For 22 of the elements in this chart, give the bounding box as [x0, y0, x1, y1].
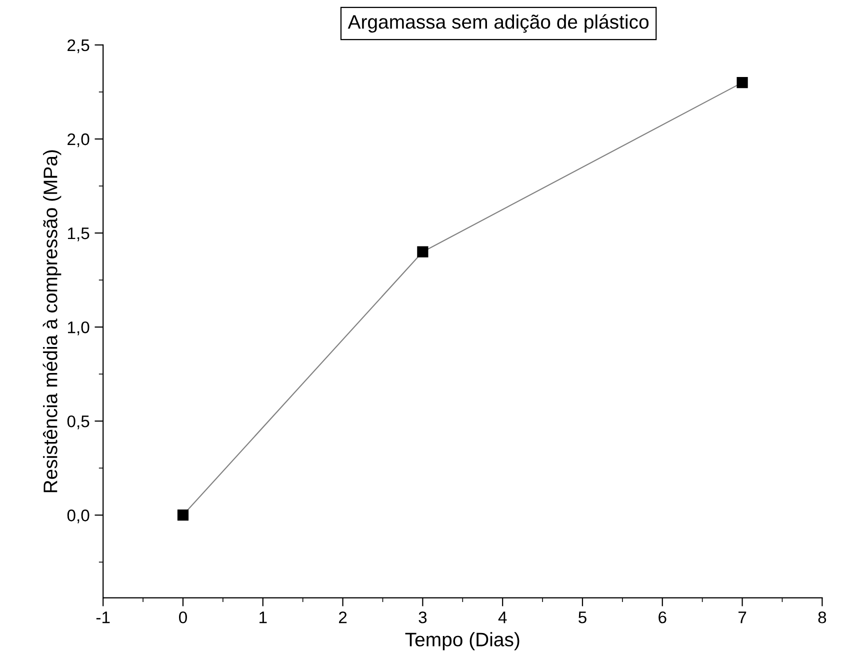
x-tick-label: 5	[578, 612, 586, 624]
x-tick-label: 0	[179, 611, 187, 624]
x-axis-title: Tempo (Dias)	[405, 632, 520, 650]
x-tick-label: 2	[338, 611, 347, 624]
x-tick-label: 4	[498, 612, 507, 624]
x-tick-label: -1	[96, 612, 110, 624]
x-tick-label: 3	[418, 611, 427, 624]
point	[736, 77, 748, 88]
y-tick-label: 2,0	[68, 133, 90, 148]
x-tick-label: 8	[818, 611, 826, 624]
y-axis-title: Resistência média à compressão (MPa)	[42, 150, 62, 492]
y-tick-label: 0,5	[67, 415, 90, 430]
point	[177, 510, 189, 521]
x-tick-label: 7	[738, 612, 746, 624]
point	[417, 246, 428, 258]
y-tick-label: 1,5	[68, 228, 90, 242]
y-tick-label: 2,5	[68, 39, 90, 54]
x-tick-label: 1	[260, 612, 267, 624]
x-tick-label: 6	[658, 611, 666, 624]
chart-title: Argamassa sem adição de plástico	[348, 14, 649, 33]
y-tick-label: 1,0	[68, 321, 90, 336]
y-tick-label: 0,0	[67, 510, 90, 524]
